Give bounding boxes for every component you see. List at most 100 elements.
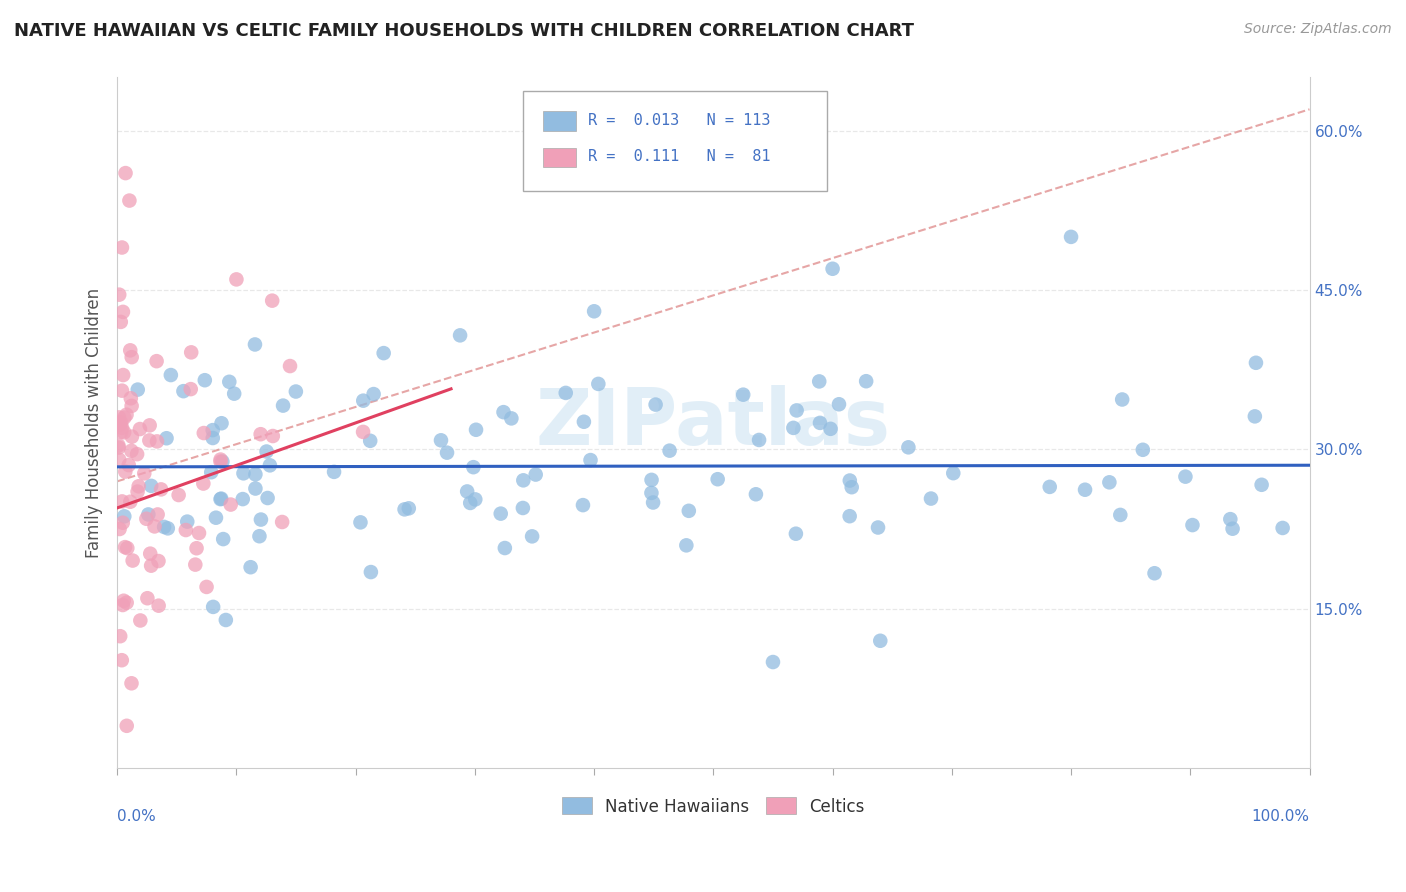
Point xyxy=(201,431,224,445)
Point xyxy=(359,434,381,448)
Point xyxy=(733,387,755,401)
Point xyxy=(271,399,294,413)
Point xyxy=(588,376,610,391)
Point xyxy=(808,375,831,389)
Point xyxy=(398,501,420,516)
Point xyxy=(108,410,131,425)
Point xyxy=(1098,475,1121,490)
Point xyxy=(146,434,169,449)
Point xyxy=(748,433,770,447)
Point xyxy=(193,476,215,491)
Point xyxy=(256,491,278,505)
Point xyxy=(1243,409,1265,424)
Point xyxy=(115,408,138,422)
Point xyxy=(352,425,374,439)
Text: R =  0.013   N = 113: R = 0.013 N = 113 xyxy=(588,112,770,128)
Point xyxy=(232,467,254,481)
Point xyxy=(554,385,576,400)
Point xyxy=(808,416,831,430)
Text: 100.0%: 100.0% xyxy=(1251,809,1309,823)
Point xyxy=(211,416,233,430)
Point xyxy=(1222,522,1244,536)
Point xyxy=(323,465,346,479)
Point xyxy=(107,441,129,455)
Point xyxy=(524,467,547,482)
Point xyxy=(225,272,247,286)
Point xyxy=(108,452,131,467)
Point xyxy=(465,423,488,437)
Point xyxy=(512,500,534,515)
Point xyxy=(640,473,662,487)
Point xyxy=(643,495,665,509)
Point xyxy=(212,532,235,546)
Point xyxy=(211,454,233,468)
Point xyxy=(838,474,860,488)
Point xyxy=(128,479,150,493)
Point xyxy=(1111,392,1133,407)
Point xyxy=(108,287,131,301)
Point xyxy=(112,425,135,440)
Point xyxy=(259,458,281,473)
Point xyxy=(108,522,131,536)
Point xyxy=(841,480,863,494)
Point xyxy=(243,337,266,351)
Point xyxy=(855,374,877,388)
Point xyxy=(186,541,208,556)
Point xyxy=(278,359,301,373)
Point xyxy=(219,498,242,512)
Point xyxy=(150,483,173,497)
Point xyxy=(762,655,785,669)
Point xyxy=(262,293,284,308)
Point xyxy=(394,502,416,516)
Point xyxy=(141,479,163,493)
Point xyxy=(373,346,395,360)
Point xyxy=(194,373,217,387)
Point xyxy=(202,599,225,614)
Point xyxy=(209,455,232,469)
Y-axis label: Family Households with Children: Family Households with Children xyxy=(86,288,103,558)
Point xyxy=(866,520,889,534)
Point xyxy=(658,443,681,458)
Point xyxy=(176,515,198,529)
Point xyxy=(520,529,543,543)
Point xyxy=(156,521,179,535)
Point xyxy=(205,510,228,524)
Point xyxy=(112,410,135,425)
Point xyxy=(209,452,232,467)
Point xyxy=(583,304,606,318)
Point xyxy=(869,633,891,648)
Point xyxy=(153,520,176,534)
Point xyxy=(494,541,516,555)
Point xyxy=(1174,469,1197,483)
Point xyxy=(1219,512,1241,526)
Point xyxy=(121,399,143,413)
Point xyxy=(245,467,267,482)
Point xyxy=(127,383,149,397)
Point xyxy=(745,487,768,501)
Point xyxy=(675,538,697,552)
Bar xyxy=(543,148,576,168)
Point xyxy=(363,387,385,401)
Point xyxy=(786,403,808,417)
Point xyxy=(249,427,271,442)
Point xyxy=(464,492,486,507)
Point xyxy=(121,350,143,364)
Point xyxy=(250,512,273,526)
Point xyxy=(167,488,190,502)
Point xyxy=(111,598,134,612)
Point xyxy=(111,653,134,667)
Point xyxy=(1132,442,1154,457)
Point xyxy=(110,315,132,329)
Point xyxy=(134,467,156,481)
FancyBboxPatch shape xyxy=(523,91,827,192)
Point xyxy=(1244,356,1267,370)
Point xyxy=(127,447,149,461)
Point xyxy=(138,418,160,433)
Point xyxy=(821,261,844,276)
Point xyxy=(120,494,142,508)
Point xyxy=(148,554,170,568)
Bar xyxy=(543,112,576,130)
Point xyxy=(828,397,851,411)
Point xyxy=(111,384,134,398)
Point xyxy=(114,166,136,180)
